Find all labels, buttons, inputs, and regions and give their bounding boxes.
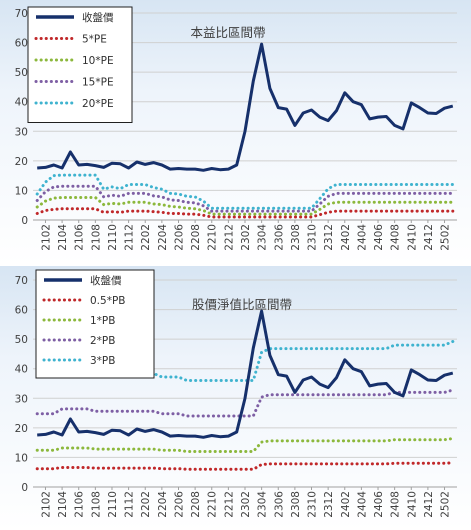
x-tick-label: 2206 — [173, 224, 185, 251]
x-tick-label: 2310 — [307, 491, 319, 518]
x-tick-label: 2110 — [107, 491, 119, 518]
legend-label-1: 0.5*PB — [90, 295, 125, 307]
x-tick-label: 2302 — [240, 491, 252, 518]
x-tick-label: 2406 — [373, 491, 385, 518]
x-tick-label: 2402 — [340, 491, 352, 518]
x-tick-label: 2212 — [223, 224, 235, 251]
x-tick-label: 2410 — [406, 491, 418, 518]
series-line-0 — [37, 42, 454, 172]
series-line-2 — [35, 196, 455, 216]
x-tick-label: 2202 — [140, 491, 152, 518]
x-tick-label: 2304 — [257, 224, 269, 251]
y-tick-label: 40 — [15, 364, 28, 376]
x-tick-label: 2406 — [373, 224, 385, 251]
y-tick-label: 50 — [15, 67, 28, 79]
x-tick-label: 2210 — [207, 224, 219, 251]
x-tick-label: 2204 — [157, 224, 169, 251]
x-tick-label: 2106 — [74, 491, 86, 518]
x-tick-label: 2312 — [323, 224, 335, 251]
pe-band-chart: 0 10 20 30 40 50 60 70 2102 2104 2106 2108 2110 2112 2… — [0, 0, 471, 264]
x-tick-label: 2304 — [257, 491, 269, 518]
x-tick-label: 2104 — [57, 491, 69, 518]
x-tick-label: 2102 — [40, 224, 52, 251]
x-tick-label: 2108 — [90, 224, 102, 251]
series-line-0 — [37, 309, 454, 439]
y-tick-label: 10 — [15, 452, 28, 464]
x-tick-label: 2412 — [423, 224, 435, 251]
x-tick-label: 2204 — [157, 491, 169, 518]
x-tick-label: 2502 — [440, 491, 452, 518]
x-tick-label: 2110 — [107, 224, 119, 251]
x-tick-label: 2410 — [406, 224, 418, 251]
x-tick-label: 2310 — [307, 224, 319, 251]
y-tick-label: 10 — [15, 185, 28, 197]
legend-label-4: 3*PB — [90, 355, 115, 367]
pb-band-chart: 0 10 20 30 40 50 60 70 2102 2104 2106 2108 2110 2112 2… — [0, 266, 471, 530]
x-tick-label: 2212 — [223, 491, 235, 518]
y-tick-label: 60 — [15, 38, 28, 50]
chart-title: 股價淨值比區間帶 — [192, 297, 292, 312]
x-tick-label: 2412 — [423, 491, 435, 518]
x-tick-label: 2408 — [390, 491, 402, 518]
y-tick-label: 70 — [15, 275, 28, 287]
series-line-1 — [35, 207, 455, 219]
x-tick-label: 2106 — [74, 224, 86, 251]
legend-label-1: 5*PE — [82, 34, 107, 46]
legend-label-0: 收盤價 — [82, 11, 114, 24]
y-tick-label: 20 — [15, 423, 28, 435]
y-tick-label: 40 — [15, 97, 28, 109]
pe-band-chart-svg: 0 10 20 30 40 50 60 70 2102 2104 2106 2108 2110 2112 2… — [15, 6, 457, 251]
x-tick-label: 2108 — [90, 491, 102, 518]
x-tick-label: 2404 — [356, 224, 368, 251]
x-tick-label: 2308 — [290, 224, 302, 251]
y-tick-label: 0 — [21, 215, 28, 227]
x-tick-label: 2202 — [140, 224, 152, 251]
series-line-2 — [35, 437, 455, 453]
chart-title: 本益比區間帶 — [190, 25, 265, 40]
x-tick-label: 2104 — [57, 224, 69, 251]
x-tick-label: 2306 — [273, 491, 285, 518]
x-tick-label: 2210 — [207, 491, 219, 518]
y-tick-label: 0 — [21, 482, 28, 494]
x-tick-label: 2302 — [240, 224, 252, 251]
y-tick-label: 30 — [15, 126, 28, 138]
legend-label-2: 10*PE — [82, 55, 114, 67]
x-tick-label: 2308 — [290, 491, 302, 518]
legend-label-0: 收盤價 — [90, 274, 122, 287]
x-tick-label: 2112 — [124, 224, 136, 251]
pb-band-chart-svg: 0 10 20 30 40 50 60 70 2102 2104 2106 2108 2110 2112 2… — [15, 269, 457, 518]
series-line-1 — [35, 461, 455, 471]
y-tick-label: 60 — [15, 305, 28, 317]
x-tick-label: 2112 — [124, 491, 136, 518]
x-tick-label: 2306 — [273, 224, 285, 251]
x-tick-label: 2402 — [340, 224, 352, 251]
x-tick-label: 2208 — [190, 491, 202, 518]
x-tick-label: 2312 — [323, 491, 335, 518]
legend-label-3: 15*PE — [82, 77, 114, 89]
legend-box — [27, 6, 133, 123]
y-tick-label: 70 — [15, 8, 28, 20]
x-tick-label: 2206 — [173, 491, 185, 518]
series-line-4 — [35, 173, 455, 210]
x-tick-label: 2404 — [356, 491, 368, 518]
y-tick-label: 50 — [15, 334, 28, 346]
x-tick-label: 2208 — [190, 224, 202, 251]
series-line-3 — [35, 184, 455, 213]
x-tick-label: 2408 — [390, 224, 402, 251]
x-tick-label: 2102 — [40, 491, 52, 518]
series-line-3 — [35, 388, 455, 418]
y-tick-label: 20 — [15, 156, 28, 168]
y-tick-label: 30 — [15, 393, 28, 405]
legend-label-4: 20*PE — [82, 98, 114, 110]
x-tick-label: 2502 — [440, 224, 452, 251]
legend-label-2: 1*PB — [90, 315, 115, 327]
legend-label-3: 2*PB — [90, 335, 115, 347]
